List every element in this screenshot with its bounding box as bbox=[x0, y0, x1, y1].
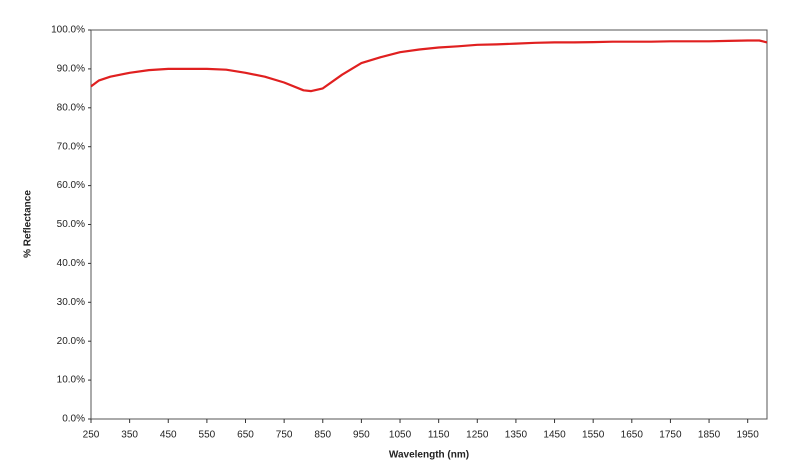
x-axis-title: Wavelength (nm) bbox=[389, 450, 469, 461]
x-tick-label: 1050 bbox=[389, 430, 412, 441]
x-tick-label: 550 bbox=[199, 430, 216, 441]
y-tick-label: 60.0% bbox=[57, 180, 85, 191]
x-tick-label: 1650 bbox=[621, 430, 644, 441]
x-tick-label: 450 bbox=[160, 430, 177, 441]
y-tick-label: 40.0% bbox=[57, 258, 85, 269]
x-tick-label: 1150 bbox=[428, 430, 450, 441]
plot-frame bbox=[90, 29, 768, 420]
x-tick-label: 1450 bbox=[543, 430, 566, 441]
x-tick-label: 1550 bbox=[582, 430, 605, 441]
data-line bbox=[90, 39, 768, 93]
y-tick-label: 30.0% bbox=[57, 297, 85, 308]
x-tick-label: 1350 bbox=[505, 430, 528, 441]
y-tick-label: 50.0% bbox=[57, 219, 85, 230]
x-tick-label: 650 bbox=[237, 430, 254, 441]
x-tick-label: 750 bbox=[276, 430, 293, 441]
x-tick-label: 350 bbox=[121, 430, 138, 441]
y-tick-label: 80.0% bbox=[57, 102, 85, 113]
x-tick-label: 250 bbox=[83, 430, 100, 441]
y-tick-label: 70.0% bbox=[57, 141, 85, 152]
y-tick-label: 90.0% bbox=[57, 64, 85, 75]
x-tick-label: 1750 bbox=[659, 430, 682, 441]
y-axis-title: % Reflectance bbox=[23, 190, 34, 258]
x-tick-label: 1950 bbox=[737, 430, 760, 441]
x-tick-label: 850 bbox=[314, 430, 331, 441]
y-tick-label: 0.0% bbox=[62, 414, 85, 425]
x-tick-label: 1250 bbox=[466, 430, 489, 441]
y-tick-label: 10.0% bbox=[57, 375, 85, 386]
y-tick-label: 20.0% bbox=[57, 336, 85, 347]
y-tick-label: 100.0% bbox=[51, 25, 85, 36]
x-tick-label: 950 bbox=[353, 430, 370, 441]
x-tick-label: 1850 bbox=[698, 430, 721, 441]
